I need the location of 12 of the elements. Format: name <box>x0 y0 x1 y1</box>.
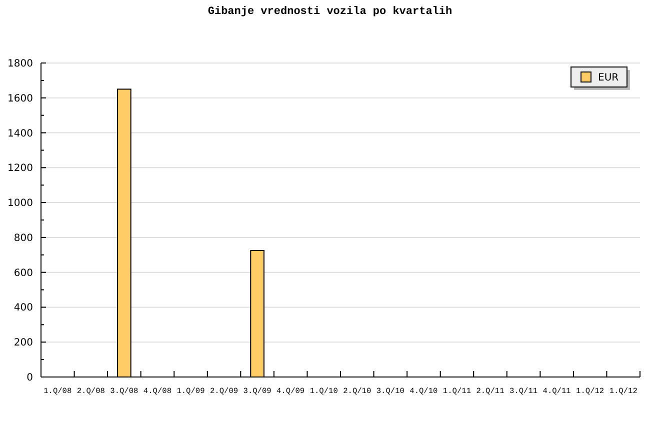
y-tick-label: 200 <box>14 338 33 349</box>
y-tick-label: 400 <box>14 302 33 314</box>
y-tick-label: 800 <box>14 232 33 244</box>
y-tick-label: 1000 <box>8 198 33 210</box>
y-tick-label: 1400 <box>8 128 33 140</box>
chart-title: Gibanje vrednosti vozila po kvartalih <box>208 6 452 18</box>
legend-label: EUR <box>598 72 619 84</box>
y-tick-label: 1800 <box>8 58 33 70</box>
y-tick-label: 1600 <box>8 93 33 104</box>
y-tick-label: 1200 <box>8 163 33 174</box>
y-tick-label: 0 <box>26 372 33 384</box>
y-tick-label: 600 <box>14 268 33 279</box>
